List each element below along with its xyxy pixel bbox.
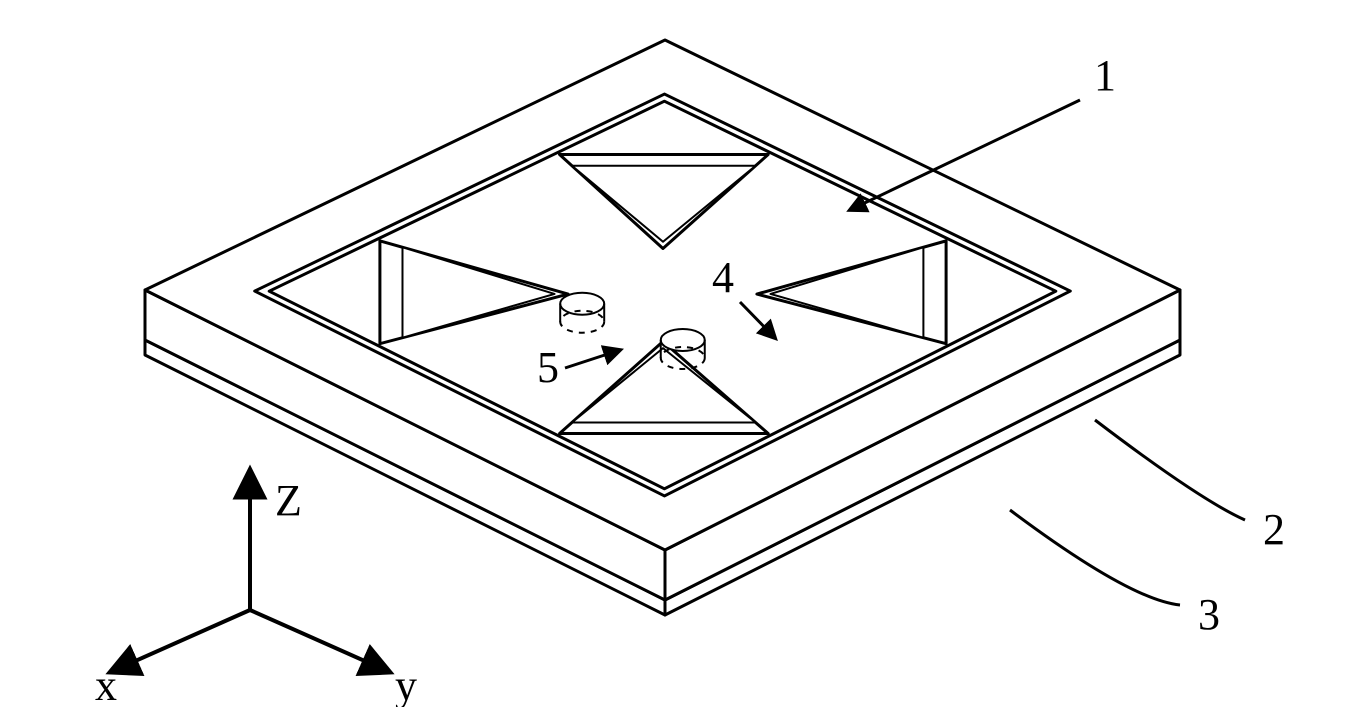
- axis-arrow: [250, 610, 385, 670]
- callout-label: 2: [1263, 505, 1285, 554]
- callout-leader: [1095, 420, 1245, 520]
- callout-label: 4: [712, 253, 734, 302]
- callout-label: 3: [1198, 590, 1220, 639]
- axis-arrow: [115, 610, 250, 670]
- callout-label: 5: [537, 343, 559, 392]
- axis-label: Z: [275, 476, 302, 525]
- callout-leader: [1010, 510, 1180, 605]
- pin-top: [560, 293, 604, 315]
- axis-label: x: [95, 661, 117, 707]
- axis-label: y: [395, 661, 417, 707]
- callout-label: 1: [1094, 51, 1116, 100]
- pin-top: [661, 329, 705, 351]
